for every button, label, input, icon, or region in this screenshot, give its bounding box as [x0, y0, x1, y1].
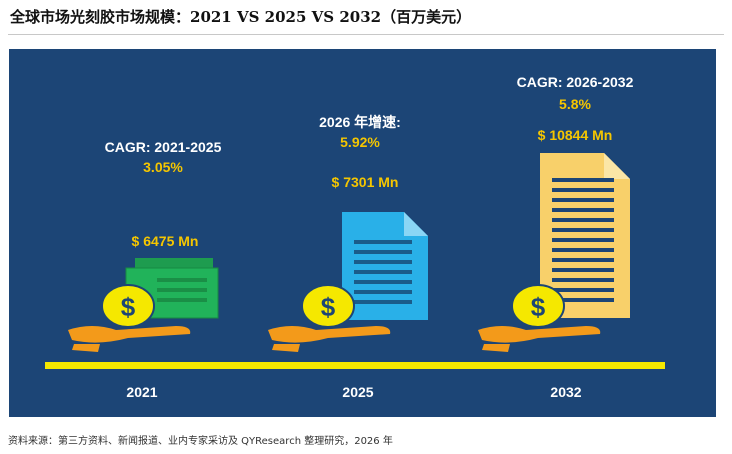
title-divider: [8, 34, 724, 35]
year-label: 2025: [342, 384, 374, 400]
value-label: $ 7301 Mn: [331, 174, 399, 190]
document-icon: [540, 153, 630, 318]
document-icon: [342, 212, 428, 320]
hand-icon: [268, 326, 391, 352]
year-label: 2032: [550, 384, 582, 400]
year-label: 2021: [126, 384, 158, 400]
coin-icon: $: [511, 284, 565, 328]
annotation-label: CAGR: 2021-2025: [104, 139, 222, 155]
coin-icon: $: [101, 284, 155, 328]
annotation-rate: 5.92%: [340, 134, 380, 150]
value-label: $ 10844 Mn: [537, 127, 613, 143]
annotation-label: CAGR: 2026-2032: [516, 74, 634, 90]
baseline-bar: [45, 362, 665, 369]
annotation-rate: 3.05%: [143, 159, 183, 175]
svg-text:$: $: [321, 292, 336, 322]
value-label: $ 6475 Mn: [131, 233, 199, 249]
annotation-label: 2026 年增速:: [319, 114, 401, 130]
coin-icon: $: [301, 284, 355, 328]
hand-icon: [478, 326, 601, 352]
page-title: 全球市场光刻胶市场规模：2021 VS 2025 VS 2032（百万美元）: [10, 8, 472, 26]
svg-text:$: $: [531, 292, 546, 322]
source-note: 资料来源：第三方资料、新闻报道、业内专家采访及 QYResearch 整理研究，…: [8, 436, 393, 447]
annotation-rate: 5.8%: [559, 96, 591, 112]
hand-icon: [68, 326, 191, 352]
svg-text:$: $: [121, 292, 136, 322]
